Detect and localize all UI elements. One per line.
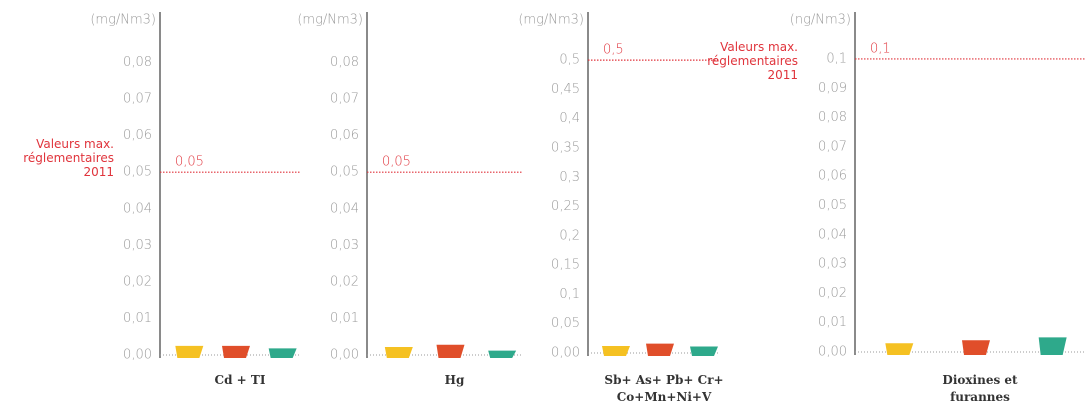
y-tick-label: 0,00 bbox=[818, 345, 847, 360]
y-tick-label: 0,08 bbox=[123, 55, 152, 70]
y-tick-label: 0,1 bbox=[559, 287, 580, 302]
bar bbox=[222, 345, 250, 358]
x-axis-label: Sb+ As+ Pb+ Cr+ Co+Mn+Ni+V bbox=[604, 373, 724, 404]
y-tick-label: 0,05 bbox=[330, 165, 359, 180]
y-tick-label: 0,01 bbox=[330, 311, 359, 326]
y-tick-label: 0,07 bbox=[818, 139, 847, 154]
y-tick-label: 0,04 bbox=[818, 227, 847, 242]
unit-label: (mg/Nm3) bbox=[518, 13, 584, 28]
y-tick-label: 0,02 bbox=[123, 274, 152, 289]
y-tick-label: 0,01 bbox=[818, 315, 847, 330]
y-tick-label: 0,1 bbox=[826, 51, 847, 66]
y-tick-label: 0,45 bbox=[551, 82, 580, 97]
bar bbox=[690, 346, 718, 356]
y-tick-label: 0,00 bbox=[330, 348, 359, 363]
unit-label: (mg/Nm3) bbox=[90, 13, 156, 28]
y-tick-label: 0,03 bbox=[330, 238, 359, 253]
reference-label: 0,05 bbox=[382, 155, 411, 170]
bar bbox=[602, 345, 630, 356]
y-tick-label: 0,02 bbox=[330, 274, 359, 289]
y-tick-label: 0,03 bbox=[818, 257, 847, 272]
y-tick-label: 0,08 bbox=[330, 55, 359, 70]
bar bbox=[436, 344, 465, 358]
y-tick-label: 0,4 bbox=[559, 111, 580, 126]
y-tick-label: 0,01 bbox=[123, 311, 152, 326]
y-tick-label: 0,00 bbox=[123, 348, 152, 363]
y-tick-label: 0,15 bbox=[551, 258, 580, 273]
bar bbox=[488, 350, 517, 358]
unit-label: (mg/Nm3) bbox=[297, 13, 363, 28]
y-tick-label: 0,04 bbox=[330, 201, 359, 216]
unit-label: (ng/Nm3) bbox=[790, 13, 851, 28]
y-tick-label: 0,05 bbox=[551, 316, 580, 331]
x-axis-label: Cd + TI bbox=[214, 373, 266, 387]
y-tick-label: 0,04 bbox=[123, 201, 152, 216]
bar bbox=[1038, 337, 1067, 355]
x-axis-label: Hg bbox=[444, 373, 465, 387]
bar bbox=[962, 340, 990, 355]
reference-label: 0,5 bbox=[603, 43, 624, 58]
bar bbox=[885, 343, 914, 355]
y-tick-label: 0,07 bbox=[330, 92, 359, 107]
x-axis-label: Dioxines et furannes bbox=[942, 373, 1018, 404]
y-tick-label: 0,05 bbox=[123, 165, 152, 180]
annotation: Valeurs max. réglementaires 2011 bbox=[23, 137, 114, 180]
bar bbox=[268, 348, 297, 358]
y-tick-label: 0,2 bbox=[559, 228, 580, 243]
y-tick-label: 0,02 bbox=[818, 286, 847, 301]
bar bbox=[384, 346, 413, 358]
y-tick-label: 0,07 bbox=[123, 92, 152, 107]
y-tick-label: 0,09 bbox=[818, 81, 847, 96]
y-tick-label: 0,06 bbox=[818, 169, 847, 184]
y-tick-label: 0,05 bbox=[818, 198, 847, 213]
y-tick-label: 0,3 bbox=[559, 170, 580, 185]
y-tick-label: 0,06 bbox=[123, 128, 152, 143]
bar bbox=[175, 345, 204, 358]
y-tick-label: 0,00 bbox=[551, 346, 580, 361]
reference-label: 0,1 bbox=[870, 41, 891, 56]
bar bbox=[646, 343, 674, 356]
annotation: Valeurs max. réglementaires 2011 bbox=[707, 39, 798, 82]
y-tick-label: 0,08 bbox=[818, 110, 847, 125]
y-tick-label: 0,25 bbox=[551, 199, 580, 214]
y-tick-label: 0,5 bbox=[559, 53, 580, 68]
reference-label: 0,05 bbox=[175, 155, 204, 170]
y-tick-label: 0,03 bbox=[123, 238, 152, 253]
y-tick-label: 0,06 bbox=[330, 128, 359, 143]
y-tick-label: 0,35 bbox=[551, 140, 580, 155]
